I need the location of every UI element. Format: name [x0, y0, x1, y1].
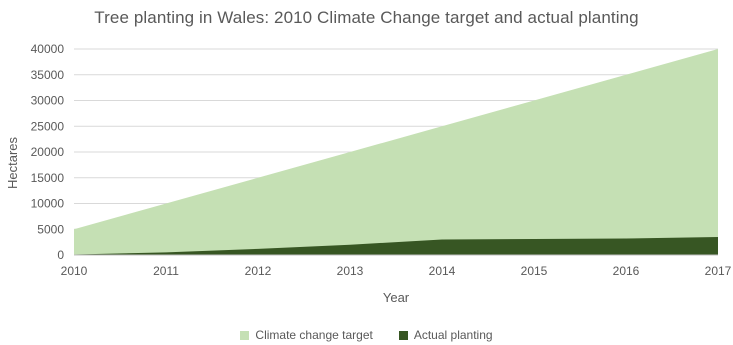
- y-tick-label: 25000: [31, 119, 65, 133]
- x-tick-label: 2017: [705, 264, 732, 278]
- y-tick-label: 0: [57, 248, 64, 262]
- y-tick-label: 20000: [31, 145, 65, 159]
- legend-item-actual: Actual planting: [398, 328, 493, 342]
- y-tick-label: 30000: [31, 94, 65, 108]
- y-axis-label: Hectares: [5, 136, 20, 189]
- x-tick-label: 2010: [61, 264, 88, 278]
- y-axis-ticks: 0 5000 10000 15000 20000 25000 30000 35000 40000: [31, 42, 65, 262]
- legend-swatch-target: [240, 330, 250, 340]
- legend-label-target: Climate change target: [255, 328, 373, 342]
- legend: Climate change target Actual planting: [0, 328, 733, 342]
- area-series-climate-target: [74, 49, 718, 255]
- y-tick-label: 35000: [31, 68, 65, 82]
- x-tick-label: 2016: [613, 264, 640, 278]
- legend-swatch-actual: [398, 330, 408, 340]
- y-tick-label: 5000: [37, 222, 64, 236]
- x-axis-label: Year: [383, 290, 410, 305]
- y-tick-label: 15000: [31, 171, 65, 185]
- x-tick-label: 2012: [245, 264, 272, 278]
- x-tick-label: 2013: [337, 264, 364, 278]
- legend-label-actual: Actual planting: [413, 328, 493, 342]
- chart-title: Tree planting in Wales: 2010 Climate Cha…: [94, 8, 639, 27]
- x-tick-label: 2014: [429, 264, 456, 278]
- x-axis-ticks: 2010 2011 2012 2013 2014 2015 2016 2017: [61, 264, 732, 278]
- legend-item-target: Climate change target: [240, 328, 373, 342]
- x-tick-label: 2015: [521, 264, 548, 278]
- x-tick-label: 2011: [153, 264, 179, 278]
- plot-areas: [74, 49, 718, 255]
- y-tick-label: 10000: [31, 197, 65, 211]
- y-tick-label: 40000: [31, 42, 65, 56]
- area-series-actual-planting: [74, 236, 718, 255]
